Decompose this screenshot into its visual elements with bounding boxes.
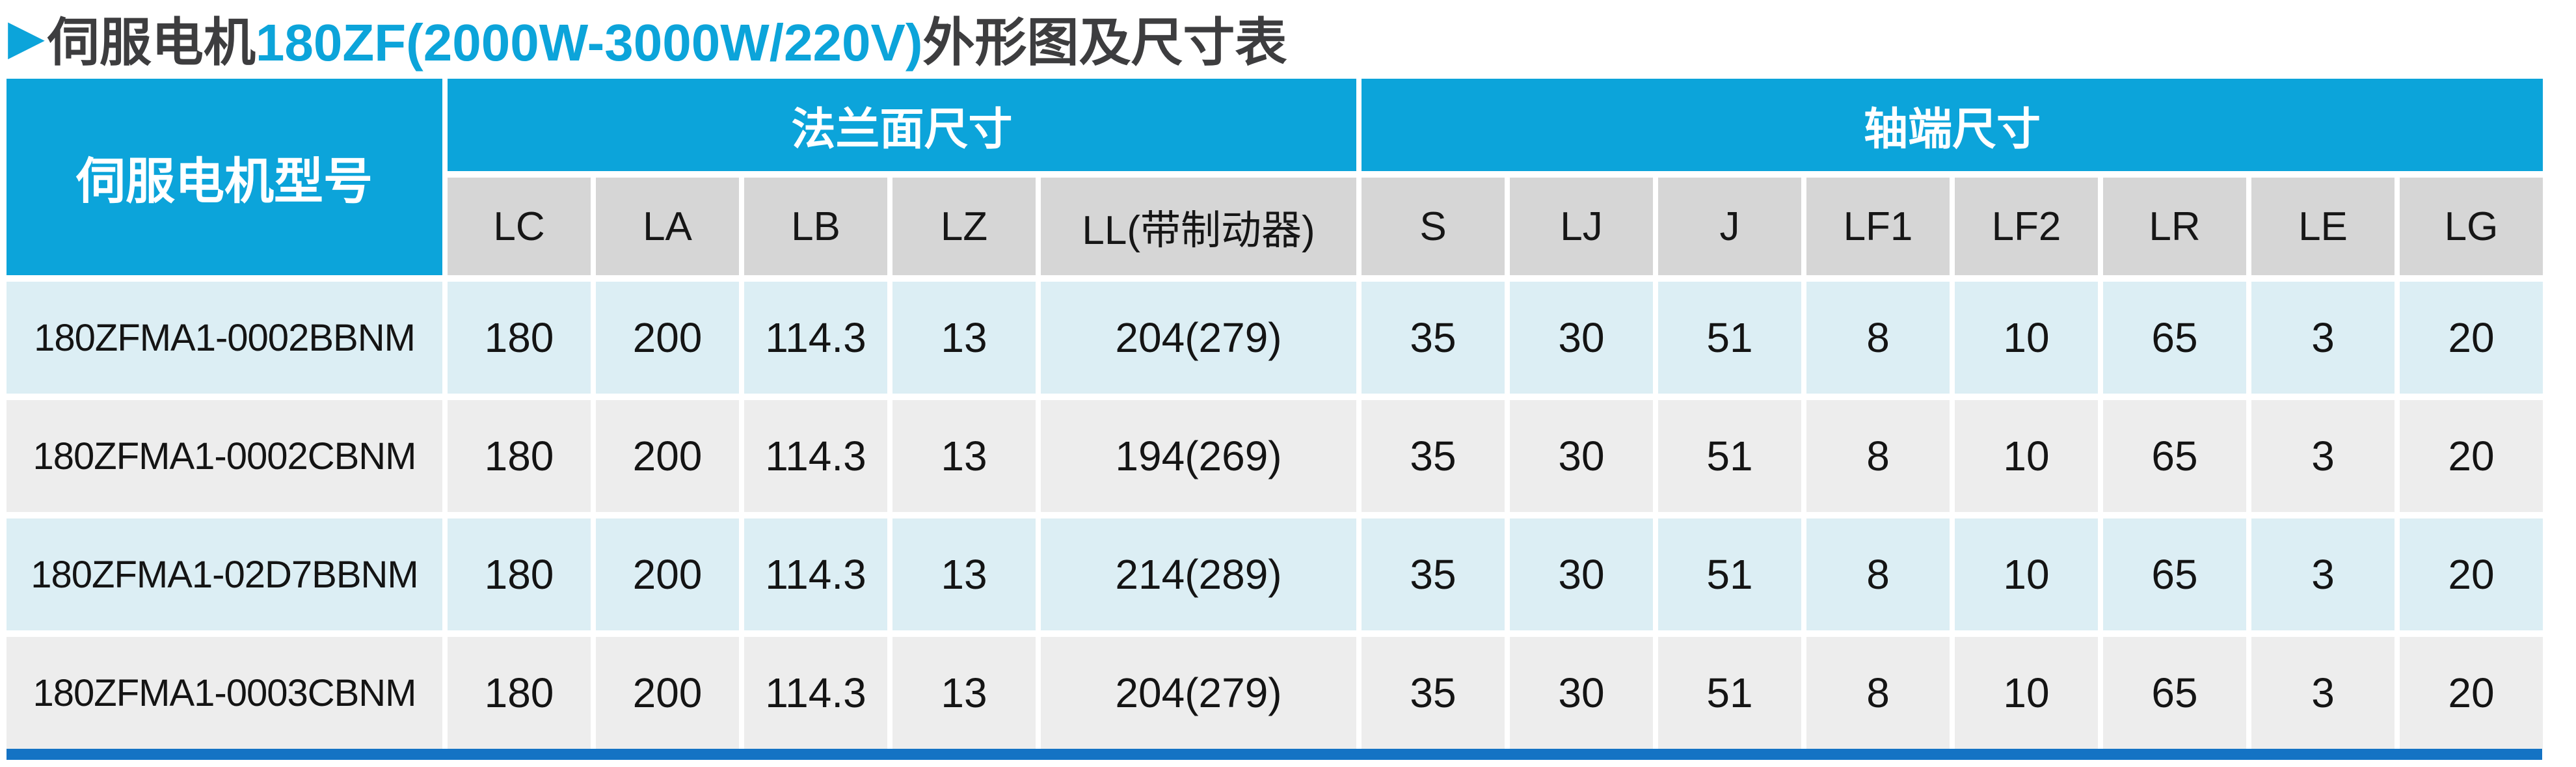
value-cell: 65 <box>2103 282 2246 394</box>
value-cell: 51 <box>1658 637 1801 749</box>
value-cell: 8 <box>1806 518 1950 630</box>
title-text: 伺服电机180ZF(2000W-3000W/220V)外形图及尺寸表 <box>47 1 1287 76</box>
column-header: LC <box>448 178 591 275</box>
column-header: LZ <box>892 178 1036 275</box>
column-header: LF2 <box>1955 178 2098 275</box>
value-cell: 3 <box>2251 282 2395 394</box>
value-cell: 204(279) <box>1041 282 1356 394</box>
model-cell: 180ZFMA1-0002CBNM <box>7 400 442 512</box>
value-cell: 13 <box>892 518 1036 630</box>
value-cell: 3 <box>2251 518 2395 630</box>
value-cell: 8 <box>1806 637 1950 749</box>
model-cell: 180ZFMA1-0003CBNM <box>7 637 442 749</box>
title-prefix: 伺服电机 <box>47 14 256 72</box>
model-cell: 180ZFMA1-02D7BBNM <box>7 518 442 630</box>
column-header: LB <box>744 178 887 275</box>
value-cell: 13 <box>892 282 1036 394</box>
value-cell: 51 <box>1658 400 1801 512</box>
value-cell: 13 <box>892 400 1036 512</box>
value-cell: 200 <box>596 637 739 749</box>
value-cell: 204(279) <box>1041 637 1356 749</box>
column-header: LF1 <box>1806 178 1950 275</box>
value-cell: 10 <box>1955 282 2098 394</box>
column-header: LJ <box>1510 178 1653 275</box>
value-cell: 8 <box>1806 282 1950 394</box>
value-cell: 3 <box>2251 400 2395 512</box>
page-title: ▶ 伺服电机180ZF(2000W-3000W/220V)外形图及尺寸表 <box>8 4 1287 73</box>
value-cell: 180 <box>448 400 591 512</box>
value-cell: 30 <box>1510 400 1653 512</box>
value-cell: 200 <box>596 400 739 512</box>
column-header: LA <box>596 178 739 275</box>
value-cell: 10 <box>1955 637 2098 749</box>
value-cell: 65 <box>2103 400 2246 512</box>
value-cell: 8 <box>1806 400 1950 512</box>
value-cell: 114.3 <box>744 282 887 394</box>
column-header: LL(带制动器) <box>1041 178 1356 275</box>
value-cell: 180 <box>448 282 591 394</box>
value-cell: 114.3 <box>744 518 887 630</box>
value-cell: 20 <box>2400 400 2543 512</box>
column-header: S <box>1362 178 1505 275</box>
value-cell: 20 <box>2400 518 2543 630</box>
model-column-header: 伺服电机型号 <box>7 79 442 275</box>
value-cell: 180 <box>448 518 591 630</box>
group-header-shaft: 轴端尺寸 <box>1362 79 2543 171</box>
value-cell: 35 <box>1362 518 1505 630</box>
value-cell: 180 <box>448 637 591 749</box>
value-cell: 51 <box>1658 282 1801 394</box>
value-cell: 10 <box>1955 518 2098 630</box>
title-suffix: 外形图及尺寸表 <box>922 14 1287 72</box>
value-cell: 20 <box>2400 637 2543 749</box>
table-bottom-accent-bar <box>7 749 2542 760</box>
value-cell: 35 <box>1362 282 1505 394</box>
value-cell: 30 <box>1510 637 1653 749</box>
title-arrow-icon: ▶ <box>8 10 45 64</box>
value-cell: 114.3 <box>744 400 887 512</box>
value-cell: 114.3 <box>744 637 887 749</box>
column-header: LG <box>2400 178 2543 275</box>
group-header-flange: 法兰面尺寸 <box>448 79 1356 171</box>
model-cell: 180ZFMA1-0002BBNM <box>7 282 442 394</box>
value-cell: 200 <box>596 282 739 394</box>
value-cell: 65 <box>2103 637 2246 749</box>
value-cell: 35 <box>1362 400 1505 512</box>
value-cell: 30 <box>1510 282 1653 394</box>
value-cell: 51 <box>1658 518 1801 630</box>
column-header: LR <box>2103 178 2246 275</box>
value-cell: 194(269) <box>1041 400 1356 512</box>
value-cell: 214(289) <box>1041 518 1356 630</box>
value-cell: 35 <box>1362 637 1505 749</box>
value-cell: 3 <box>2251 637 2395 749</box>
value-cell: 10 <box>1955 400 2098 512</box>
dimension-table: 伺服电机型号 法兰面尺寸 轴端尺寸 LC LA LB LZ LL(带制动器) S LJ J LF… <box>7 79 2543 749</box>
value-cell: 30 <box>1510 518 1653 630</box>
value-cell: 200 <box>596 518 739 630</box>
value-cell: 13 <box>892 637 1036 749</box>
value-cell: 65 <box>2103 518 2246 630</box>
column-header: LE <box>2251 178 2395 275</box>
column-header: J <box>1658 178 1801 275</box>
value-cell: 20 <box>2400 282 2543 394</box>
title-model-range: 180ZF(2000W-3000W/220V) <box>255 14 923 72</box>
